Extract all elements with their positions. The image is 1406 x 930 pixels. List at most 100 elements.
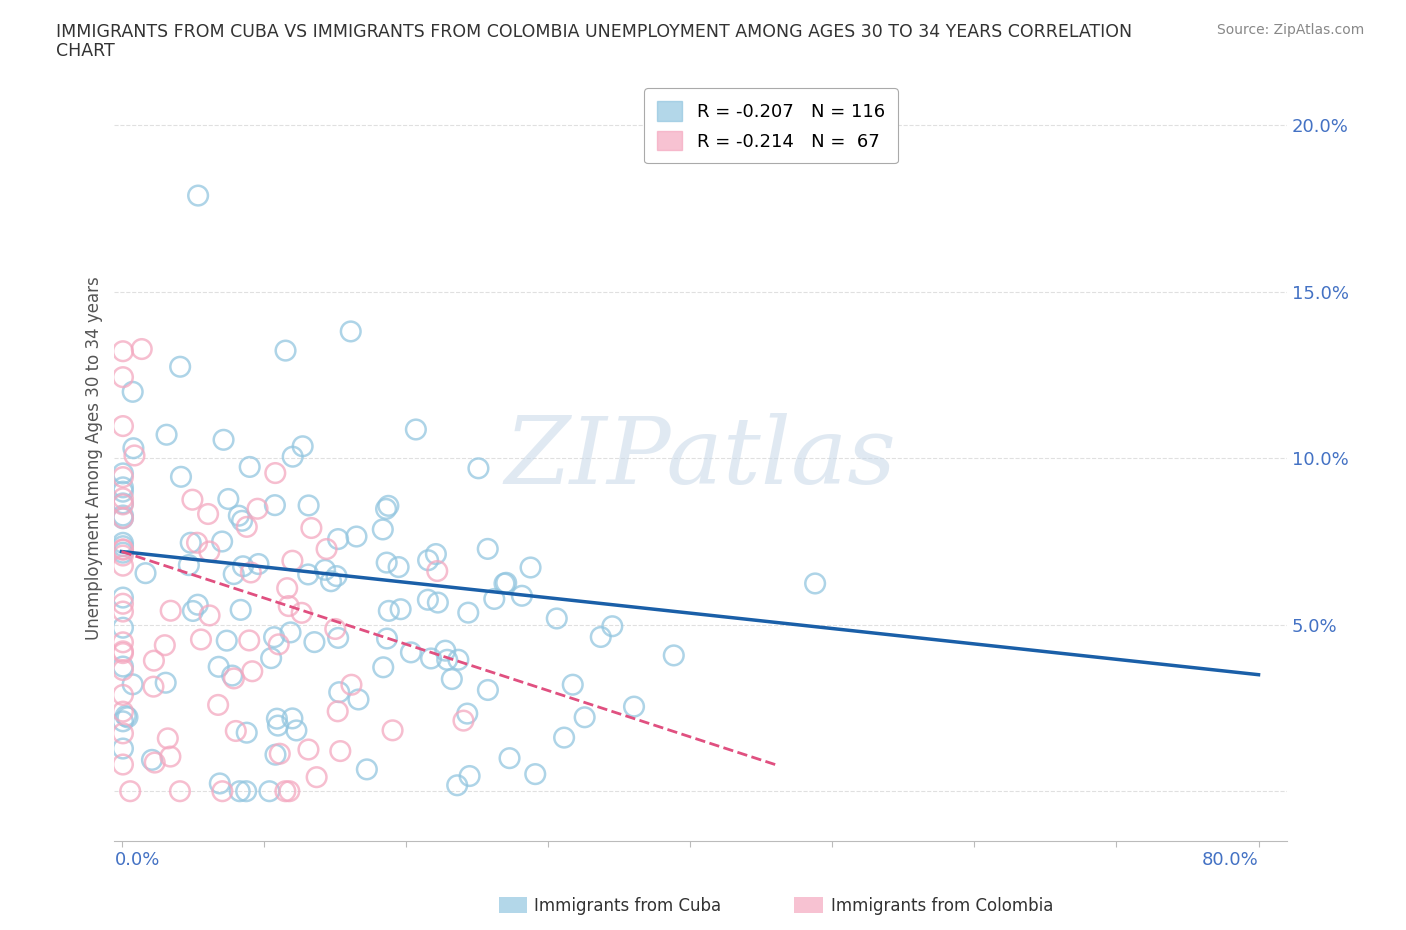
Point <box>238 633 260 648</box>
Point <box>111 538 134 553</box>
Point <box>304 634 326 649</box>
Point <box>142 679 165 694</box>
Point <box>347 692 370 707</box>
Point <box>111 714 134 729</box>
Point <box>155 675 177 690</box>
Point <box>111 558 134 573</box>
Point <box>267 718 290 733</box>
Point <box>111 662 134 677</box>
Point <box>280 625 302 640</box>
Point <box>222 671 245 685</box>
Point <box>420 651 443 666</box>
Point <box>274 784 297 799</box>
Point <box>285 723 308 737</box>
Point <box>198 544 221 559</box>
Point <box>215 633 238 648</box>
Point <box>589 630 612 644</box>
Point <box>181 492 204 507</box>
Point <box>111 635 134 650</box>
Point <box>416 592 439 607</box>
Point <box>111 344 134 359</box>
Point <box>278 784 301 799</box>
Point <box>225 724 247 738</box>
Point <box>356 762 378 777</box>
Point <box>291 439 314 454</box>
Point <box>426 564 449 578</box>
Text: CHART: CHART <box>56 42 115 60</box>
Point <box>381 723 404 737</box>
Point <box>297 567 319 582</box>
Point <box>111 370 134 385</box>
Point <box>267 637 290 652</box>
Point <box>111 620 134 635</box>
Point <box>326 704 349 719</box>
Point <box>346 529 368 544</box>
Point <box>246 501 269 516</box>
Point <box>111 704 134 719</box>
Point <box>236 520 259 535</box>
Point <box>662 648 685 663</box>
Point <box>323 621 346 636</box>
Point <box>111 418 134 433</box>
Point <box>111 491 134 506</box>
Point <box>329 744 352 759</box>
Point <box>169 359 191 374</box>
Point <box>264 498 287 512</box>
Point <box>375 555 398 570</box>
Point <box>211 534 233 549</box>
Point <box>142 653 165 668</box>
Point <box>186 536 208 551</box>
Point <box>519 560 541 575</box>
Point <box>111 542 134 557</box>
Point <box>269 746 291 761</box>
Point <box>498 751 520 765</box>
Point <box>111 548 134 563</box>
Point <box>259 784 281 799</box>
Point <box>416 552 439 567</box>
Point <box>111 591 134 605</box>
Point <box>111 726 134 741</box>
Point <box>232 559 254 574</box>
Point <box>377 498 399 513</box>
Point <box>111 511 134 525</box>
Point <box>124 448 146 463</box>
Point <box>155 427 177 442</box>
Point <box>239 565 262 580</box>
Point <box>477 683 499 698</box>
Point <box>446 777 468 792</box>
Point <box>111 596 134 611</box>
Point <box>177 558 200 573</box>
Text: Source: ZipAtlas.com: Source: ZipAtlas.com <box>1216 23 1364 37</box>
Point <box>228 509 250 524</box>
Point <box>458 768 481 783</box>
Point <box>299 521 322 536</box>
Point <box>266 711 288 726</box>
Text: ZIPatlas: ZIPatlas <box>505 413 897 503</box>
Point <box>159 750 181 764</box>
Point <box>111 644 134 658</box>
Point <box>239 459 262 474</box>
Point <box>134 565 156 580</box>
Point <box>447 652 470 667</box>
Point <box>222 566 245 581</box>
Point <box>235 725 257 740</box>
Point <box>440 671 463 686</box>
Point <box>484 591 506 606</box>
Point <box>375 501 398 516</box>
Point <box>247 556 270 571</box>
Point <box>264 747 287 762</box>
Point <box>111 470 134 485</box>
Point <box>198 608 221 623</box>
Point <box>457 605 479 620</box>
Point <box>319 574 342 589</box>
Point <box>156 731 179 746</box>
Point <box>153 638 176 653</box>
Point <box>111 757 134 772</box>
Point <box>111 536 134 551</box>
Point <box>181 604 204 618</box>
Point <box>297 498 319 512</box>
Point <box>111 497 134 512</box>
Point <box>326 631 349 645</box>
Text: Immigrants from Colombia: Immigrants from Colombia <box>831 897 1053 915</box>
Point <box>456 706 478 721</box>
